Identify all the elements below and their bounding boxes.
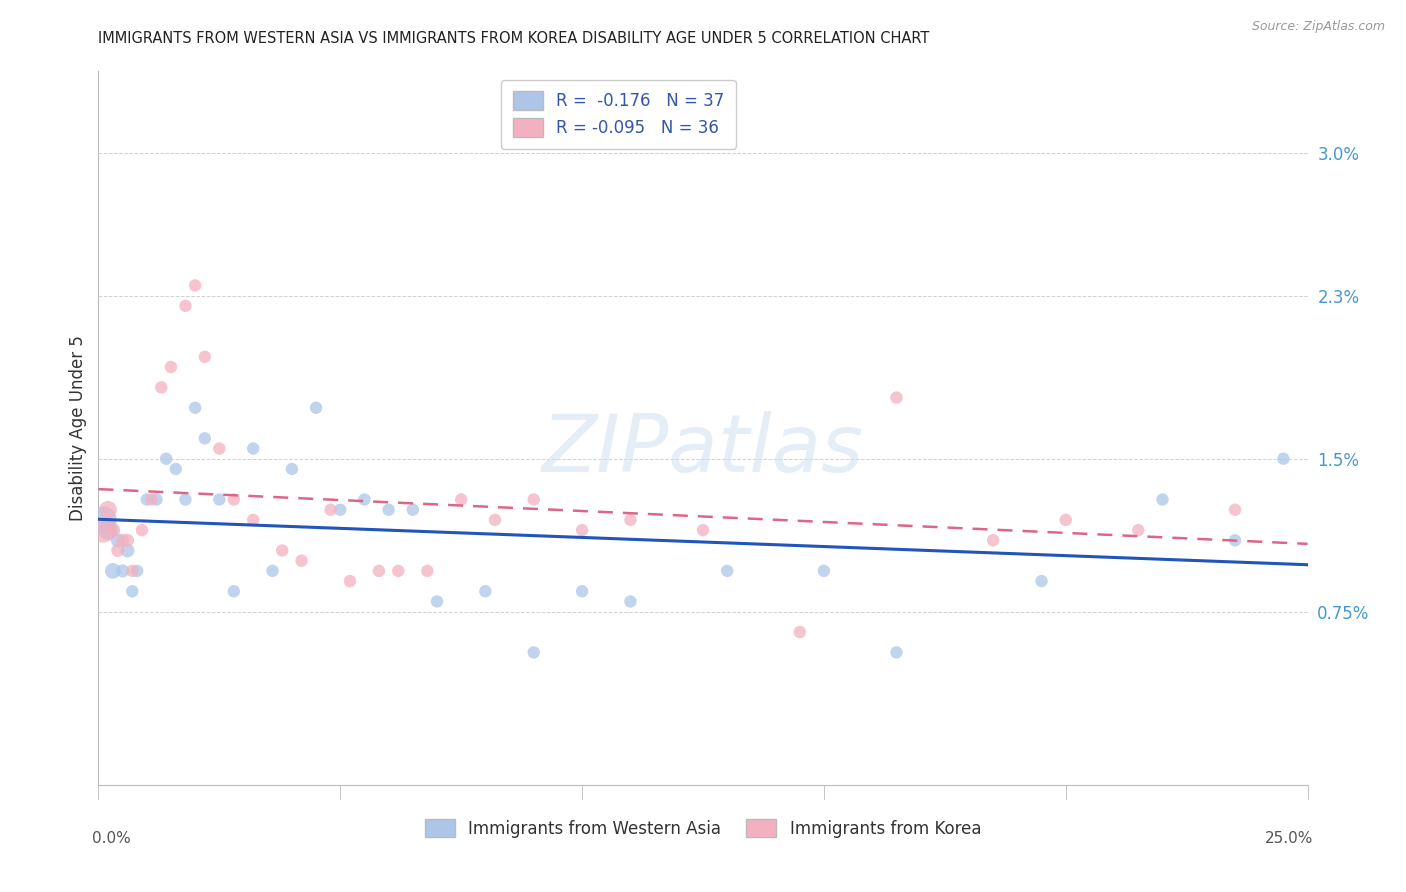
Point [101,564,124,578]
Point [121,564,143,578]
Point [305,401,328,415]
Point [281,462,304,476]
Text: Source: ZipAtlas.com: Source: ZipAtlas.com [1251,20,1385,33]
Point [117,543,139,558]
Point [141,492,163,507]
Point [127,564,149,578]
Point [484,513,506,527]
Point [1152,492,1174,507]
Point [222,584,245,599]
Point [242,513,264,527]
Text: 25.0%: 25.0% [1265,831,1313,847]
Y-axis label: Disability Age Under 5: Disability Age Under 5 [69,335,87,521]
Point [131,523,153,537]
Point [416,564,439,578]
Point [329,502,352,516]
Point [174,299,197,313]
Point [97,523,120,537]
Point [886,391,908,405]
Point [981,533,1004,548]
Point [886,645,908,659]
Point [319,502,342,516]
Point [91,523,114,537]
Legend: Immigrants from Western Asia, Immigrants from Korea: Immigrants from Western Asia, Immigrants… [415,809,991,848]
Point [353,492,375,507]
Point [571,523,593,537]
Point [523,645,546,659]
Point [184,278,207,293]
Point [619,594,641,608]
Point [368,564,391,578]
Point [194,431,217,445]
Point [1031,574,1053,588]
Point [208,492,231,507]
Point [91,513,114,527]
Text: IMMIGRANTS FROM WESTERN ASIA VS IMMIGRANTS FROM KOREA DISABILITY AGE UNDER 5 COR: IMMIGRANTS FROM WESTERN ASIA VS IMMIGRAN… [98,31,929,46]
Point [619,513,641,527]
Point [789,625,811,640]
Point [208,442,231,456]
Point [97,502,120,516]
Point [387,564,409,578]
Point [571,584,593,599]
Point [339,574,361,588]
Point [1054,513,1077,527]
Point [450,492,472,507]
Point [222,492,245,507]
Point [160,359,183,374]
Point [262,564,284,578]
Point [101,523,124,537]
Point [174,492,197,507]
Point [692,523,714,537]
Point [242,442,264,456]
Point [1223,502,1246,516]
Point [135,492,157,507]
Point [716,564,738,578]
Point [111,533,134,548]
Point [813,564,835,578]
Text: 0.0%: 0.0% [93,831,131,847]
Point [184,401,207,415]
Point [117,533,139,548]
Point [377,502,399,516]
Point [290,554,312,568]
Text: ZIPatlas: ZIPatlas [541,410,865,489]
Point [165,462,187,476]
Point [194,350,217,364]
Point [1223,533,1246,548]
Point [402,502,425,516]
Point [121,584,143,599]
Point [1272,451,1295,466]
Point [155,451,177,466]
Point [474,584,496,599]
Point [107,533,129,548]
Point [150,380,173,394]
Point [523,492,546,507]
Point [111,564,134,578]
Point [1128,523,1150,537]
Point [107,543,129,558]
Point [145,492,167,507]
Point [271,543,294,558]
Point [426,594,449,608]
